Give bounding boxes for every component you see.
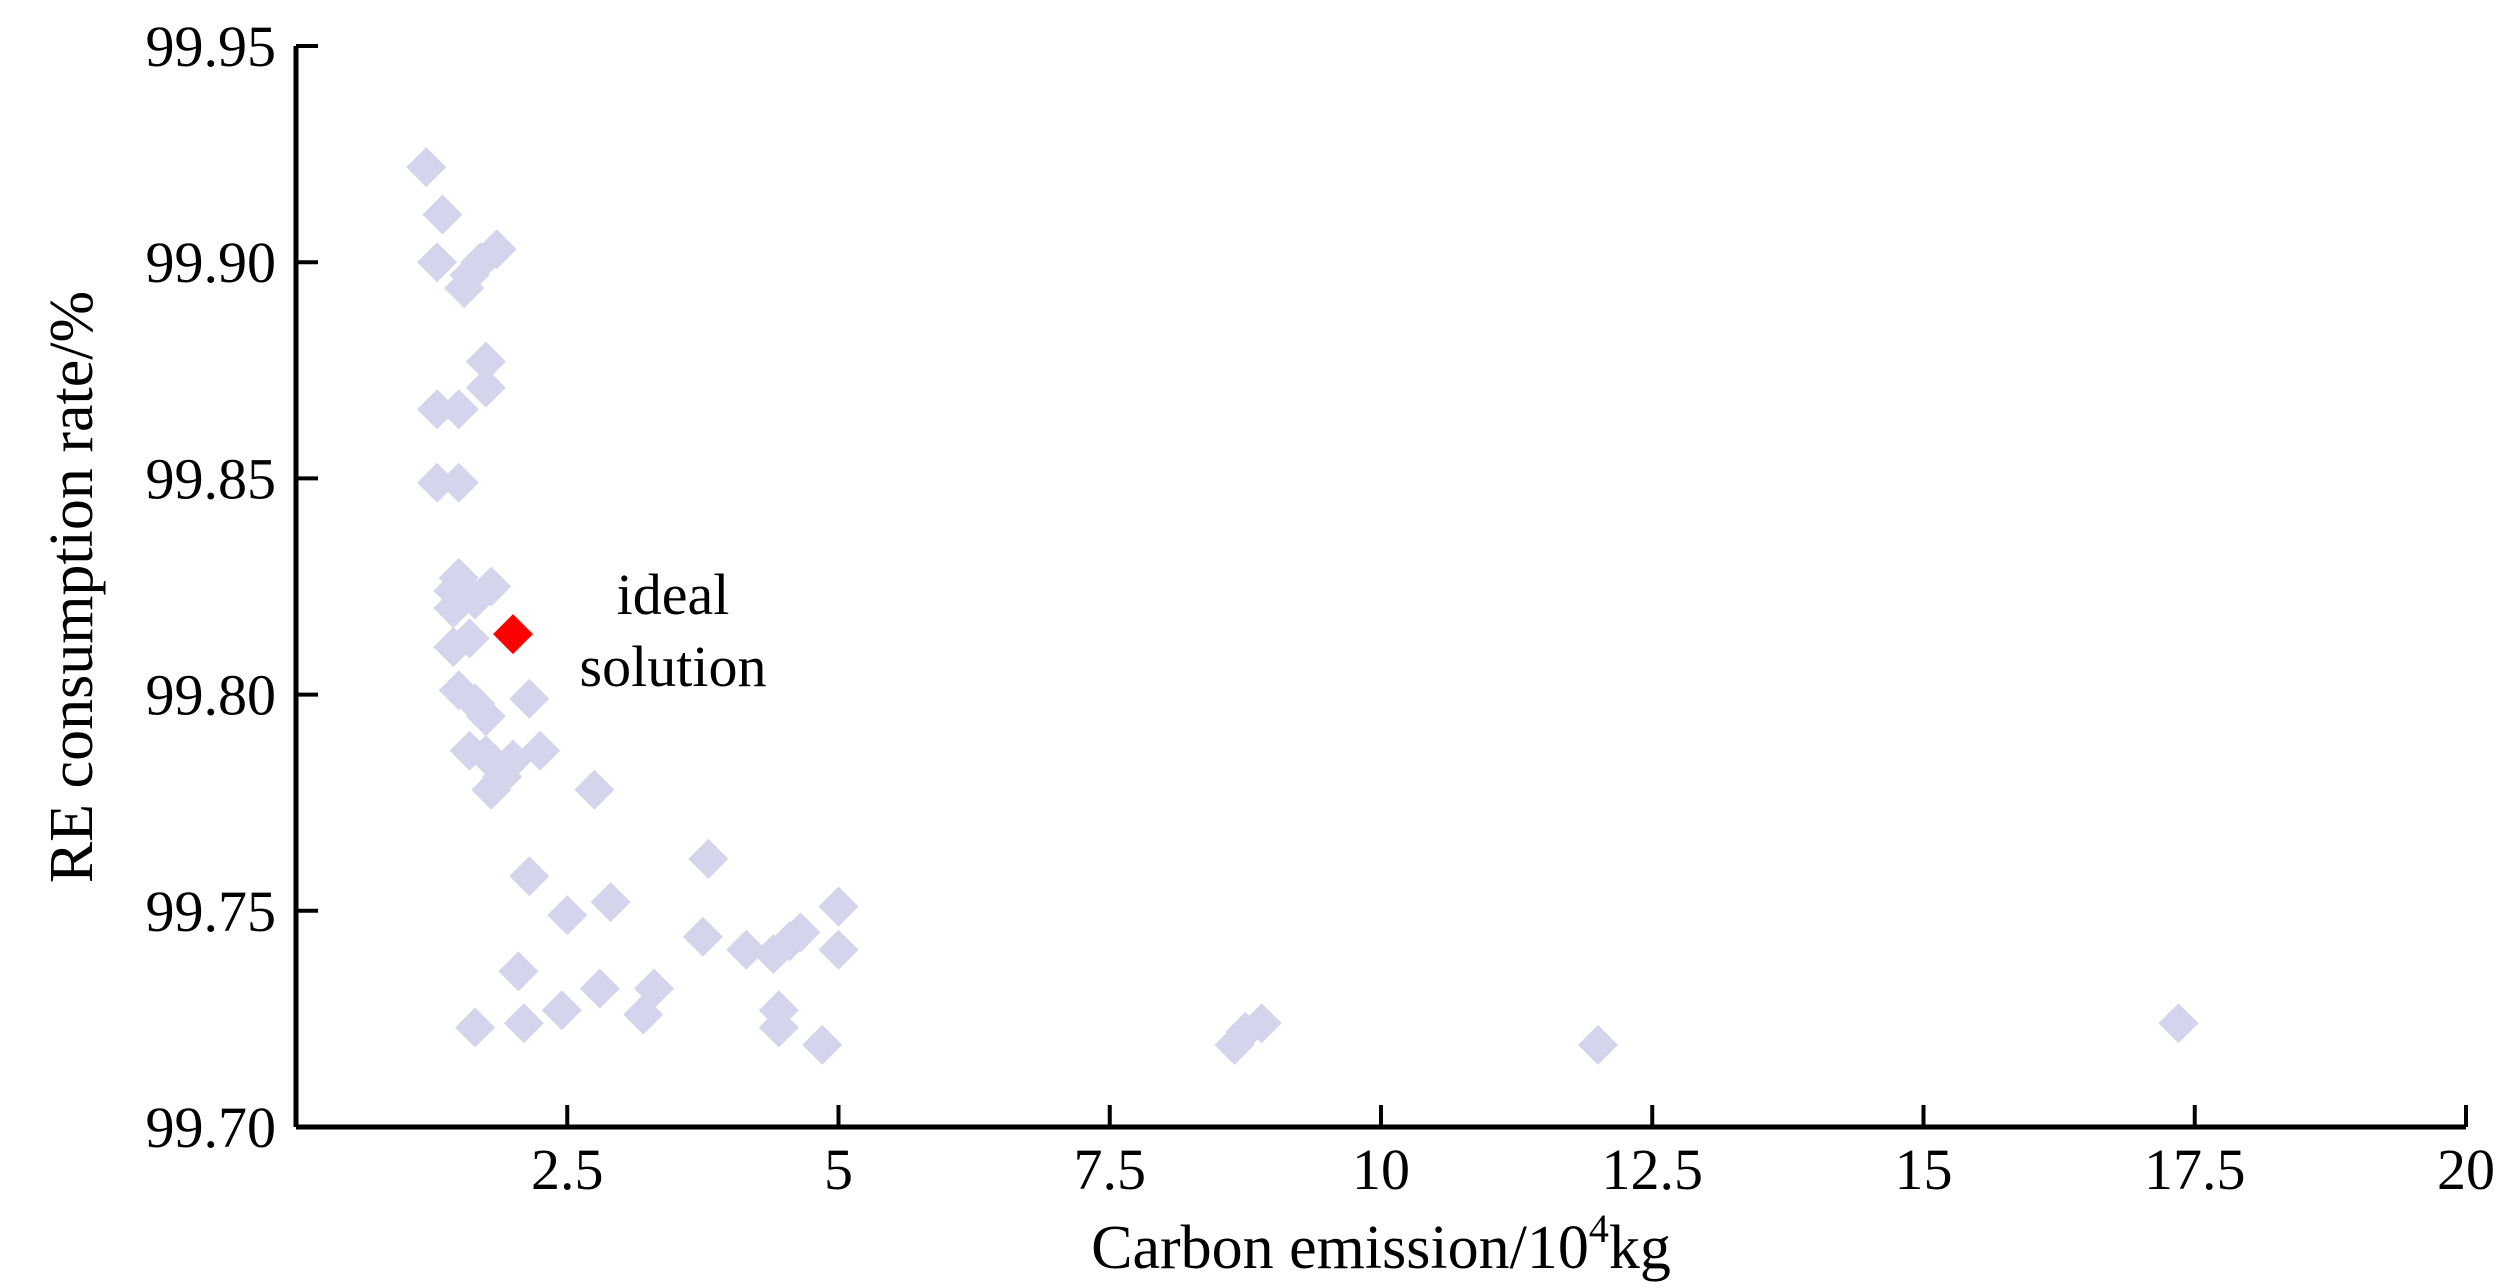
y-tick-label: 99.80 (146, 663, 277, 728)
data-point (682, 916, 723, 957)
data-point (438, 389, 479, 430)
x-tick-label: 12.5 (1602, 1137, 1704, 1202)
data-point (1241, 1003, 1282, 1044)
data-point (802, 1024, 843, 1065)
data-point (422, 194, 463, 235)
data-point (520, 730, 561, 771)
x-ticks: 2.5 5 7.5 10 12.5 15 17.5 20 (531, 1105, 2495, 1202)
data-point (623, 994, 664, 1035)
data-point (438, 462, 479, 503)
data-point (818, 929, 859, 970)
data-point (818, 886, 859, 927)
data-point (471, 566, 512, 607)
data-point (455, 1007, 496, 1048)
annotation-ideal: ideal (617, 562, 730, 627)
y-axis-label: RE consumption rate/% (38, 291, 106, 883)
x-tick-label: 7.5 (1074, 1137, 1147, 1202)
data-point (417, 462, 458, 503)
data-point (465, 367, 506, 408)
data-point (509, 856, 550, 897)
x-tick-label: 10 (1352, 1137, 1410, 1202)
data-point (688, 838, 729, 879)
y-ticks: 99.70 99.75 99.80 99.85 99.90 99.95 (146, 14, 318, 1160)
data-point (574, 769, 615, 810)
y-tick-label: 99.90 (146, 230, 277, 295)
x-tick-label: 20 (2437, 1137, 2495, 1202)
data-point (780, 912, 821, 953)
annotation-solution: solution (580, 634, 767, 699)
x-tick-label: 5 (824, 1137, 853, 1202)
data-point (509, 678, 550, 719)
data-point (417, 389, 458, 430)
data-point (406, 147, 447, 188)
y-tick-label: 99.70 (146, 1095, 277, 1160)
data-point (503, 1003, 544, 1044)
data-point (482, 756, 523, 797)
x-axis-label-unit: kg (1609, 1214, 1671, 1282)
data-point (541, 990, 582, 1031)
data-points-layer (406, 147, 2199, 1065)
ideal-solution-layer (493, 614, 533, 655)
data-point (726, 929, 767, 970)
data-point (417, 242, 458, 283)
data-point (498, 951, 539, 992)
data-point (465, 696, 506, 737)
data-point (758, 1007, 799, 1048)
y-tick-label: 99.75 (146, 879, 277, 944)
data-point (460, 242, 501, 283)
y-tick-label: 99.95 (146, 14, 277, 79)
ideal-solution-point (493, 614, 533, 655)
x-axis-label: Carbon emission/104kg (1091, 1206, 1671, 1282)
data-point (547, 895, 588, 936)
data-point (1578, 1024, 1618, 1065)
data-point (590, 882, 631, 923)
x-tick-label: 15 (1895, 1137, 1953, 1202)
x-axis-label-main: Carbon emission/10 (1091, 1214, 1589, 1282)
data-point (2158, 1003, 2199, 1044)
data-point (476, 229, 517, 270)
x-tick-label: 2.5 (531, 1137, 604, 1202)
x-axis-label-superscript: 4 (1589, 1206, 1609, 1251)
data-point (449, 618, 490, 659)
data-point (579, 968, 620, 1009)
x-tick-label: 17.5 (2144, 1137, 2246, 1202)
y-tick-label: 99.85 (146, 446, 277, 511)
data-point (465, 341, 506, 382)
